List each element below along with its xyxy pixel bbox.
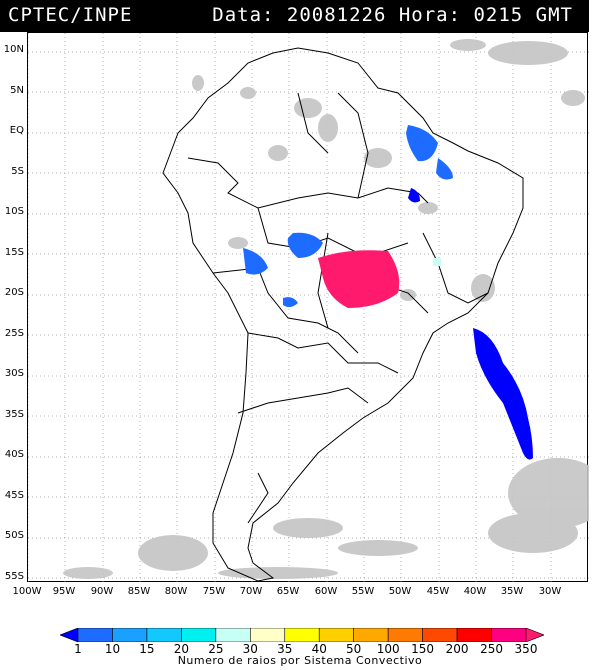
color-scale-label: 35 [277, 642, 293, 656]
lat-label: 45S [4, 490, 24, 501]
color-scale-swatch [491, 628, 527, 642]
lat-label: 5S [11, 166, 24, 177]
lat-label: EQ [9, 125, 24, 136]
lon-label: 90W [90, 586, 114, 597]
color-scale-arrow-right [525, 628, 544, 642]
color-scale-swatch [146, 628, 182, 642]
lat-label: 55S [4, 571, 24, 582]
lon-label: 100W [12, 586, 42, 597]
south-america-map [28, 33, 589, 583]
color-scale-label: 25 [208, 642, 224, 656]
color-scale-label: 100 [376, 642, 400, 656]
organization-label: CPTEC/INPE [8, 4, 133, 26]
lon-label: 50W [388, 586, 412, 597]
lat-label: 35S [4, 409, 24, 420]
color-scale-label: 200 [445, 642, 469, 656]
convective-system-cells [243, 125, 533, 460]
lat-label: 25S [4, 328, 24, 339]
lon-label: 85W [127, 586, 151, 597]
color-scale-label: 250 [480, 642, 503, 656]
lat-label: 20S [4, 287, 24, 298]
color-scale-swatch [77, 628, 113, 642]
map-panel [27, 32, 589, 583]
color-scale-swatch [250, 628, 286, 642]
color-scale-label: 20 [173, 642, 190, 656]
color-scale-swatch [456, 628, 492, 642]
color-scale-arrow-left [60, 628, 79, 642]
date-time-label: Data: 20081226 Hora: 0215 GMT [212, 4, 573, 26]
lon-label: 40W [463, 586, 487, 597]
color-scale-label: 50 [346, 642, 362, 656]
coastline [162, 47, 524, 582]
lat-label: 10N [3, 44, 24, 55]
lon-label: 80W [164, 586, 188, 597]
color-scale-swatch [318, 628, 354, 642]
lat-label: 30S [4, 368, 24, 379]
lon-label: 60W [314, 586, 338, 597]
color-scale-label: 1 [74, 642, 82, 656]
color-scale-caption: Numero de raios por Sistema Convectivo [177, 654, 423, 667]
color-scale-label: 10 [104, 642, 121, 656]
color-scale-swatch [353, 628, 389, 642]
color-scale-swatch [215, 628, 251, 642]
lat-label: 50S [4, 530, 24, 541]
lon-label: 55W [351, 586, 375, 597]
color-scale-label: 30 [242, 642, 258, 656]
lon-label: 35W [500, 586, 524, 597]
color-scale-label: 15 [139, 642, 155, 656]
color-scale-label: 350 [514, 642, 538, 656]
lon-label: 30W [538, 586, 562, 597]
color-scale-label: 40 [311, 642, 327, 656]
lon-label: 45W [426, 586, 450, 597]
color-scale-swatch [422, 628, 458, 642]
lat-label: 10S [4, 206, 24, 217]
lat-label: 5N [10, 85, 24, 96]
lon-label: 95W [52, 586, 76, 597]
lon-label: 65W [276, 586, 300, 597]
color-scale-swatch [284, 628, 320, 642]
map-header: CPTEC/INPE Data: 20081226 Hora: 0215 GMT [0, 0, 589, 32]
color-scale-swatch [112, 628, 148, 642]
color-scale-label: 150 [411, 642, 435, 656]
color-scale-swatch [181, 628, 217, 642]
color-scale-bar [60, 628, 544, 642]
lon-label: 70W [239, 586, 263, 597]
cloud-cover [63, 39, 589, 579]
color-scale-swatch [387, 628, 423, 642]
lat-label: 15S [4, 247, 24, 258]
lat-label: 40S [4, 449, 24, 460]
lon-label: 75W [202, 586, 226, 597]
